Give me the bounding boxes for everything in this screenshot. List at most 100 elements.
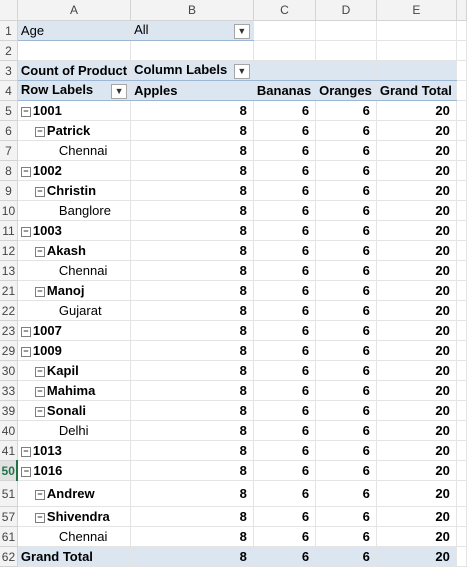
row-label-cell[interactable]: − Andrew bbox=[17, 480, 132, 507]
empty-cell[interactable] bbox=[456, 280, 467, 301]
empty-cell[interactable] bbox=[376, 60, 457, 81]
empty-cell[interactable] bbox=[456, 526, 467, 547]
collapse-minus-icon[interactable]: − bbox=[34, 512, 45, 523]
column-header-f[interactable] bbox=[456, 0, 467, 21]
empty-cell[interactable] bbox=[315, 60, 377, 81]
row-number[interactable]: 23 bbox=[0, 320, 18, 341]
row-number[interactable]: 39 bbox=[0, 400, 18, 421]
empty-cell[interactable] bbox=[456, 546, 467, 567]
column-labels-cell[interactable]: Column Labels ▼ bbox=[130, 60, 254, 81]
row-number[interactable]: 13 bbox=[0, 260, 18, 281]
empty-cell[interactable] bbox=[456, 260, 467, 281]
row-label-cell[interactable]: Chennai bbox=[17, 140, 132, 161]
row-label-cell[interactable]: −1009 bbox=[17, 340, 132, 361]
row-number[interactable]: 4 bbox=[0, 80, 18, 101]
empty-cell[interactable] bbox=[315, 40, 377, 61]
row-number[interactable]: 21 bbox=[0, 280, 18, 301]
row-label-cell[interactable]: −1001 bbox=[17, 100, 132, 121]
row-label-cell[interactable]: − Christin bbox=[17, 180, 132, 201]
column-header-c[interactable]: C bbox=[253, 0, 317, 21]
row-label-cell[interactable]: −1013 bbox=[17, 440, 132, 461]
row-number[interactable]: 57 bbox=[0, 506, 18, 527]
empty-cell[interactable] bbox=[456, 300, 467, 321]
empty-cell[interactable] bbox=[456, 220, 467, 241]
collapse-minus-icon[interactable]: − bbox=[34, 186, 45, 197]
row-label-cell[interactable]: −1016 bbox=[17, 460, 132, 481]
collapse-minus-icon[interactable]: − bbox=[20, 226, 31, 237]
empty-cell[interactable] bbox=[456, 380, 467, 401]
row-label-cell[interactable]: − Mahima bbox=[17, 380, 132, 401]
row-number[interactable]: 2 bbox=[0, 40, 18, 61]
collapse-minus-icon[interactable]: − bbox=[20, 166, 31, 177]
empty-cell[interactable] bbox=[130, 40, 254, 61]
row-label-cell[interactable]: −1007 bbox=[17, 320, 132, 341]
column-header-e[interactable]: E bbox=[376, 0, 457, 21]
row-label-cell[interactable]: Chennai bbox=[17, 526, 132, 547]
row-label-cell[interactable]: − Kapil bbox=[17, 360, 132, 381]
collapse-minus-icon[interactable]: − bbox=[20, 346, 31, 357]
empty-cell[interactable] bbox=[456, 240, 467, 261]
row-number[interactable]: 12 bbox=[0, 240, 18, 261]
column-header-d[interactable]: D bbox=[315, 0, 377, 21]
empty-cell[interactable] bbox=[456, 120, 467, 141]
empty-cell[interactable] bbox=[456, 460, 467, 481]
row-label-cell[interactable]: − Patrick bbox=[17, 120, 132, 141]
collapse-minus-icon[interactable]: − bbox=[20, 326, 31, 337]
collapse-minus-icon[interactable]: − bbox=[20, 446, 31, 457]
empty-cell[interactable] bbox=[456, 340, 467, 361]
collapse-minus-icon[interactable]: − bbox=[34, 286, 45, 297]
row-number[interactable]: 29 bbox=[0, 340, 18, 361]
empty-cell[interactable] bbox=[456, 360, 467, 381]
select-all-corner[interactable] bbox=[0, 0, 18, 21]
empty-cell[interactable] bbox=[456, 420, 467, 441]
row-number[interactable]: 62 bbox=[0, 546, 18, 567]
row-label-cell[interactable]: −1002 bbox=[17, 160, 132, 181]
row-label-cell[interactable]: Banglore bbox=[17, 200, 132, 221]
row-label-cell[interactable]: Delhi bbox=[17, 420, 132, 441]
empty-cell[interactable] bbox=[456, 60, 467, 81]
row-number[interactable]: 40 bbox=[0, 420, 18, 441]
collapse-minus-icon[interactable]: − bbox=[34, 366, 45, 377]
row-number[interactable]: 51 bbox=[0, 480, 18, 507]
collapse-minus-icon[interactable]: − bbox=[34, 406, 45, 417]
row-number[interactable]: 61 bbox=[0, 526, 18, 547]
empty-cell[interactable] bbox=[456, 506, 467, 527]
collapse-minus-icon[interactable]: − bbox=[21, 466, 32, 477]
empty-cell[interactable] bbox=[315, 20, 377, 41]
row-number[interactable]: 6 bbox=[0, 120, 18, 141]
collapse-minus-icon[interactable]: − bbox=[34, 489, 45, 500]
row-number[interactable]: 1 bbox=[0, 20, 18, 41]
row-number[interactable]: 41 bbox=[0, 440, 18, 461]
row-label-cell[interactable]: −1003 bbox=[17, 220, 132, 241]
dropdown-arrow-icon[interactable]: ▼ bbox=[233, 24, 250, 39]
row-number[interactable]: 10 bbox=[0, 200, 18, 221]
row-label-cell[interactable]: − Shivendra bbox=[17, 506, 132, 527]
empty-cell[interactable] bbox=[456, 400, 467, 421]
empty-cell[interactable] bbox=[376, 20, 457, 41]
row-number[interactable]: 22 bbox=[0, 300, 18, 321]
dropdown-arrow-icon[interactable]: ▼ bbox=[233, 64, 250, 80]
empty-cell[interactable] bbox=[456, 20, 467, 41]
empty-cell[interactable] bbox=[253, 40, 317, 61]
empty-cell[interactable] bbox=[456, 200, 467, 221]
row-number[interactable]: 11 bbox=[0, 220, 18, 241]
collapse-minus-icon[interactable]: − bbox=[20, 106, 31, 117]
row-number[interactable]: 33 bbox=[0, 380, 18, 401]
row-labels-cell[interactable]: Row Labels ▼ bbox=[17, 80, 132, 101]
row-number[interactable]: 50 bbox=[0, 460, 19, 481]
empty-cell[interactable] bbox=[456, 180, 467, 201]
empty-cell[interactable] bbox=[456, 320, 467, 341]
dropdown-arrow-icon[interactable]: ▼ bbox=[111, 84, 128, 99]
row-number[interactable]: 9 bbox=[0, 180, 18, 201]
empty-cell[interactable] bbox=[456, 80, 467, 101]
column-header-b[interactable]: B bbox=[130, 0, 254, 21]
row-number[interactable]: 5 bbox=[0, 100, 18, 121]
empty-cell[interactable] bbox=[17, 40, 132, 61]
empty-cell[interactable] bbox=[376, 40, 457, 61]
filter-value-cell[interactable]: All ▼ bbox=[130, 20, 254, 41]
empty-cell[interactable] bbox=[253, 20, 317, 41]
row-number[interactable]: 30 bbox=[0, 360, 18, 381]
empty-cell[interactable] bbox=[456, 40, 467, 61]
row-number[interactable]: 8 bbox=[0, 160, 18, 181]
row-label-cell[interactable]: − Akash bbox=[17, 240, 132, 261]
